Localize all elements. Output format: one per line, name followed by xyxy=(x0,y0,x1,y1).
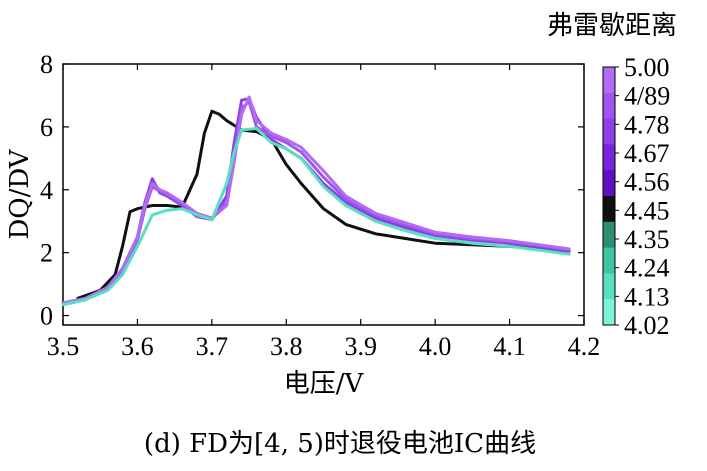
colorbar-label: 4.13 xyxy=(624,282,670,311)
colorbar-segment xyxy=(603,221,615,249)
colorbar-segment xyxy=(603,170,615,197)
series-line-5 xyxy=(61,127,571,307)
colorbar-title: 弗雷歇距离 xyxy=(547,11,677,41)
colorbar-label: 4.67 xyxy=(624,139,670,168)
x-tick-label: 4.2 xyxy=(568,332,601,361)
plot-area: 3.5 3.6 3.7 3.8 3.9 4.0 4.1 4.2 0 2 4 6 8 xyxy=(40,50,600,361)
x-tick-label: 3.6 xyxy=(121,332,154,361)
colorbar-frame xyxy=(602,66,616,326)
colorbar-segment xyxy=(603,299,615,326)
series-line-1 xyxy=(76,109,571,300)
colorbar-segment xyxy=(603,196,615,223)
y-tick-label: 4 xyxy=(40,176,53,205)
x-tick-label: 3.9 xyxy=(344,332,377,361)
y-axis-label: DQ/DV xyxy=(5,148,35,239)
y-tick-label: 6 xyxy=(40,113,53,142)
x-axis-label: 电压/V xyxy=(284,369,365,399)
plot-frame xyxy=(62,63,585,326)
colorbar-label: 4.45 xyxy=(624,196,670,225)
figure-caption: (d) FD为[4, 5)时退役电池IC曲线 xyxy=(144,429,536,459)
colorbar-segment xyxy=(603,92,615,120)
x-tick-label: 3.5 xyxy=(47,332,80,361)
series-layer xyxy=(61,95,571,307)
y-axis: 0 2 4 6 8 xyxy=(40,50,584,331)
y-tick-label: 2 xyxy=(40,239,53,268)
colorbar-segment xyxy=(603,273,615,300)
x-tick-label: 3.7 xyxy=(196,332,229,361)
colorbar-label: 4.24 xyxy=(624,254,670,283)
colorbar-segment xyxy=(603,247,615,274)
colorbar-label: 4.35 xyxy=(624,225,670,254)
y-tick-label: 8 xyxy=(40,50,53,79)
colorbar-segment xyxy=(603,118,615,145)
series-line-3 xyxy=(61,100,571,307)
x-tick-label: 4.1 xyxy=(493,332,526,361)
series-line-4 xyxy=(61,95,571,305)
colorbar: 5.004/894.784.674.564.454.354.244.134.02 xyxy=(602,53,670,340)
colorbar-label: 4.02 xyxy=(624,311,670,340)
x-tick-label: 4.0 xyxy=(419,332,452,361)
colorbar-label: 4.78 xyxy=(624,110,670,139)
x-axis: 3.5 3.6 3.7 3.8 3.9 4.0 4.1 4.2 xyxy=(47,64,601,361)
colorbar-segment xyxy=(603,144,615,171)
colorbar-label: 4.56 xyxy=(624,168,670,197)
y-tick-label: 0 xyxy=(40,302,53,331)
colorbar-label: 4/89 xyxy=(624,82,670,111)
colorbar-label: 5.00 xyxy=(624,53,670,82)
x-tick-label: 3.8 xyxy=(270,332,303,361)
colorbar-segment xyxy=(603,67,615,94)
